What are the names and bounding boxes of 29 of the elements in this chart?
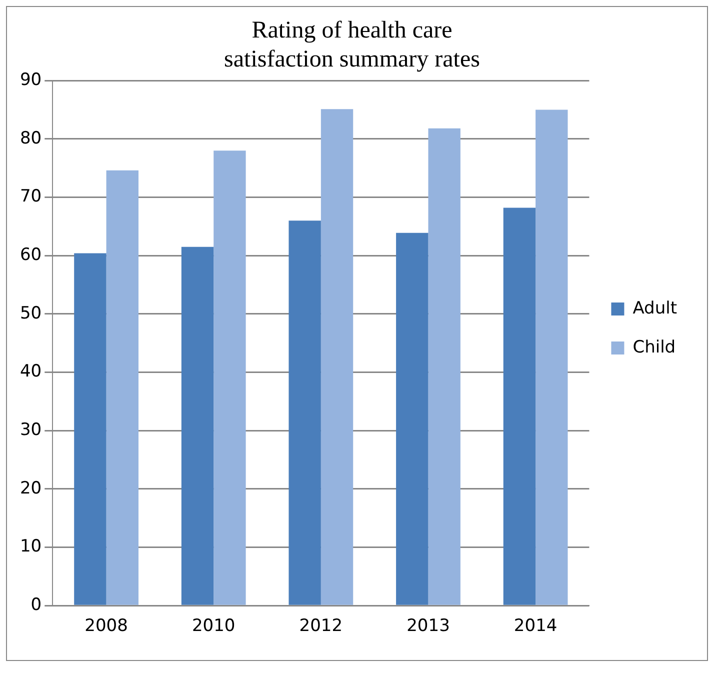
- x-tick-label: 2010: [192, 616, 236, 636]
- bar: [181, 246, 214, 605]
- bar: [536, 110, 568, 605]
- bar: [320, 109, 354, 605]
- bar: [214, 150, 246, 605]
- y-tick-label: 10: [20, 536, 42, 557]
- bar: [288, 220, 321, 605]
- bar: [503, 208, 536, 605]
- x-tick-label: 2014: [514, 616, 558, 636]
- bar: [74, 253, 106, 605]
- legend-label: Child: [632, 337, 676, 358]
- text: satisfaction summary rates: [224, 46, 480, 72]
- y-tick-label: 90: [20, 70, 42, 90]
- x-tick-label: 2013: [406, 616, 450, 636]
- legend-label: Adult: [632, 298, 678, 318]
- y-tick-label: 0: [30, 595, 42, 616]
- y-tick-label: 50: [20, 303, 42, 324]
- bar: [106, 170, 138, 605]
- y-tick-label: 20: [20, 478, 42, 498]
- x-tick-label: 2008: [84, 616, 128, 636]
- text: Rating of health care: [252, 18, 452, 44]
- y-tick-label: 40: [20, 362, 42, 382]
- y-tick-label: 70: [20, 186, 42, 207]
- bar: [428, 128, 460, 605]
- y-tick-label: 60: [20, 245, 42, 266]
- y-tick-label: 30: [20, 420, 42, 440]
- y-tick-label: 80: [20, 128, 42, 148]
- bar: [396, 232, 428, 605]
- x-tick-label: 2012: [299, 616, 343, 636]
